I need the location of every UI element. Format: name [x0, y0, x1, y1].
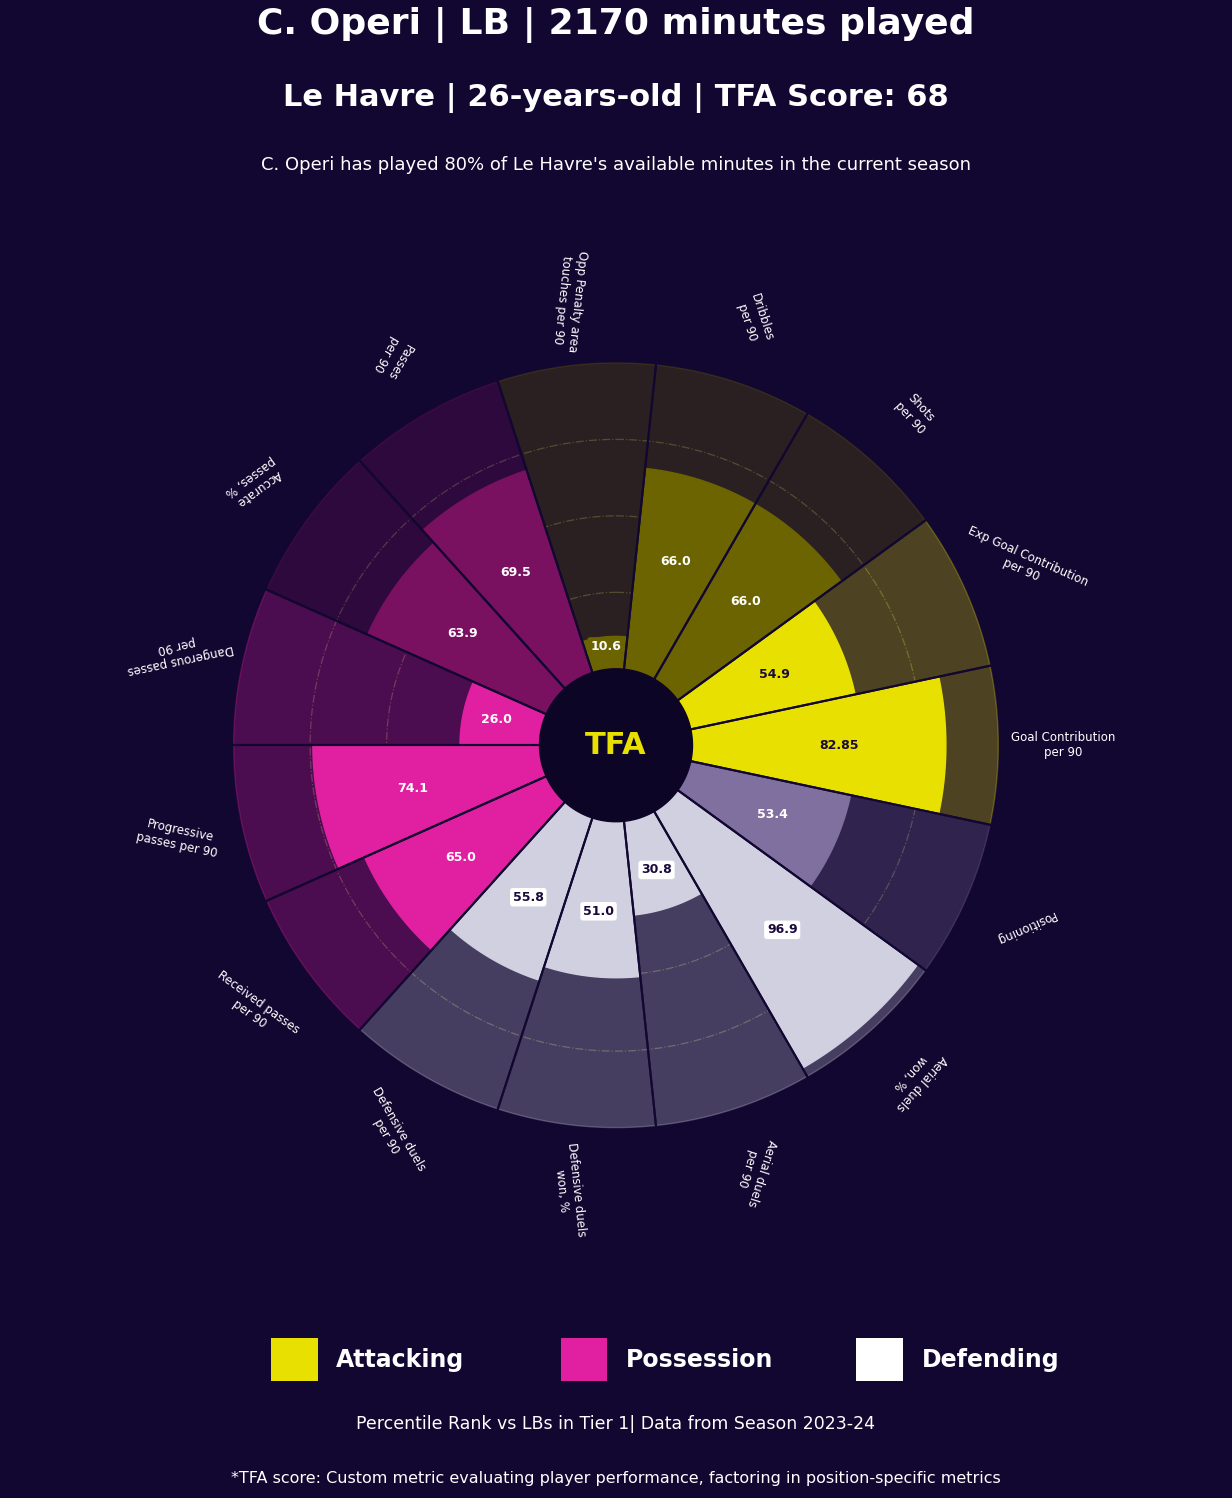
Text: 63.9: 63.9 [447, 628, 478, 640]
Text: C. Operi has played 80% of Le Havre's available minutes in the current season: C. Operi has played 80% of Le Havre's av… [261, 156, 971, 174]
Text: 30.8: 30.8 [641, 863, 671, 876]
Polygon shape [623, 366, 807, 679]
Text: Le Havre | 26-years-old | TFA Score: 68: Le Havre | 26-years-old | TFA Score: 68 [283, 82, 949, 112]
Text: Dangerous passes
per 90: Dangerous passes per 90 [122, 628, 234, 677]
Polygon shape [367, 544, 564, 715]
Text: 74.1: 74.1 [397, 782, 428, 795]
Text: Aerial duels
per 90: Aerial duels per 90 [731, 1134, 779, 1207]
Text: Aerial duels
won, %: Aerial duels won, % [882, 1043, 949, 1113]
Polygon shape [360, 382, 593, 689]
Text: TFA: TFA [585, 731, 647, 759]
Polygon shape [654, 413, 925, 700]
Polygon shape [583, 637, 627, 673]
Text: Possession: Possession [626, 1348, 774, 1372]
Polygon shape [540, 668, 692, 822]
Polygon shape [313, 746, 546, 869]
Text: 96.9: 96.9 [766, 923, 797, 936]
Text: 26.0: 26.0 [480, 713, 511, 727]
Text: Defensive duels
per 90: Defensive duels per 90 [356, 1085, 428, 1180]
Text: C. Operi | LB | 2170 minutes played: C. Operi | LB | 2170 minutes played [257, 6, 975, 42]
Text: 66.0: 66.0 [660, 554, 691, 568]
Text: Shots
per 90: Shots per 90 [892, 389, 939, 436]
Text: Percentile Rank vs LBs in Tier 1| Data from Season 2023-24: Percentile Rank vs LBs in Tier 1| Data f… [356, 1416, 876, 1434]
Text: Positioning: Positioning [993, 908, 1057, 947]
FancyBboxPatch shape [561, 1338, 607, 1381]
Polygon shape [654, 791, 925, 1077]
Polygon shape [691, 677, 946, 813]
FancyBboxPatch shape [856, 1338, 903, 1381]
Text: Defensive duels
won, %: Defensive duels won, % [551, 1141, 588, 1239]
Text: *TFA score: Custom metric evaluating player performance, factoring in position-s: *TFA score: Custom metric evaluating pla… [232, 1471, 1000, 1486]
Text: Received passes
per 90: Received passes per 90 [206, 968, 302, 1049]
Polygon shape [678, 761, 850, 887]
Text: Defending: Defending [922, 1348, 1060, 1372]
Text: 69.5: 69.5 [500, 566, 531, 578]
Polygon shape [451, 801, 593, 980]
Polygon shape [234, 590, 546, 746]
Text: Progressive
passes per 90: Progressive passes per 90 [136, 816, 222, 860]
Polygon shape [423, 470, 593, 689]
Text: 82.85: 82.85 [819, 739, 859, 752]
Polygon shape [545, 818, 641, 978]
Polygon shape [234, 746, 546, 900]
Polygon shape [266, 776, 564, 1029]
FancyBboxPatch shape [271, 1338, 318, 1381]
Text: Passes
per 90: Passes per 90 [371, 334, 414, 382]
Text: 65.0: 65.0 [446, 851, 477, 864]
Text: Goal Contribution
per 90: Goal Contribution per 90 [1011, 731, 1115, 759]
Text: Attacking: Attacking [336, 1348, 464, 1372]
Polygon shape [678, 761, 991, 971]
Polygon shape [678, 520, 991, 730]
Polygon shape [623, 812, 807, 1125]
Text: 54.9: 54.9 [759, 668, 790, 682]
Polygon shape [365, 776, 564, 950]
Polygon shape [498, 363, 655, 673]
Polygon shape [498, 818, 655, 1128]
Text: 55.8: 55.8 [513, 891, 543, 903]
Text: 10.6: 10.6 [590, 640, 621, 653]
Polygon shape [654, 505, 841, 700]
Polygon shape [266, 461, 564, 715]
Polygon shape [623, 469, 755, 679]
Text: 53.4: 53.4 [756, 809, 787, 821]
Text: Dribbles
per 90: Dribbles per 90 [733, 292, 775, 348]
Polygon shape [654, 791, 918, 1068]
Text: Opp Penalty area
touches per 90: Opp Penalty area touches per 90 [549, 249, 589, 352]
Polygon shape [678, 602, 855, 730]
Polygon shape [360, 801, 593, 1109]
Text: Accurate
passes, %: Accurate passes, % [222, 454, 286, 511]
Polygon shape [691, 665, 998, 825]
Text: 66.0: 66.0 [731, 595, 761, 608]
Polygon shape [460, 682, 546, 746]
Polygon shape [623, 812, 701, 915]
Text: 51.0: 51.0 [583, 905, 614, 918]
Text: Exp Goal Contribution
per 90: Exp Goal Contribution per 90 [960, 524, 1090, 602]
